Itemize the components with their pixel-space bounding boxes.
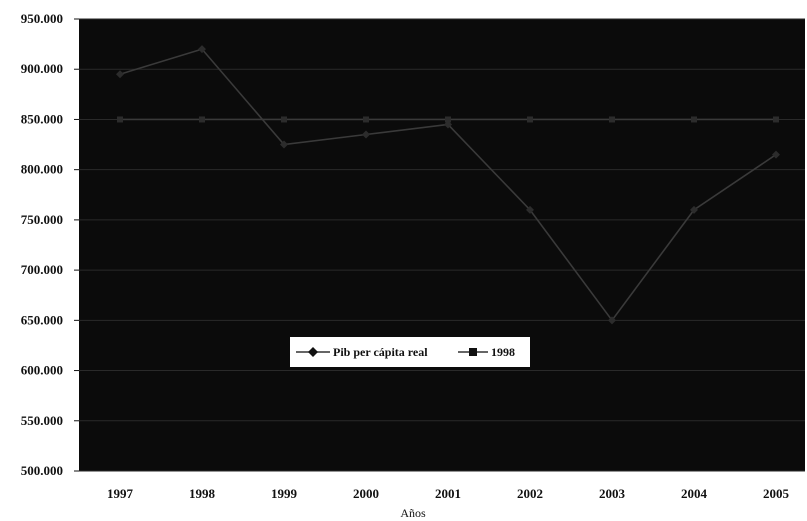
x-axis-title: Años <box>400 506 426 520</box>
data-point-square <box>527 116 533 123</box>
data-point-diamond <box>198 45 206 54</box>
data-point-diamond <box>444 120 452 129</box>
y-tick-label: 900.000 <box>21 61 63 76</box>
y-tick-label: 800.000 <box>21 162 63 177</box>
x-tick-label: 1998 <box>189 486 216 501</box>
y-tick-label: 500.000 <box>21 463 63 478</box>
x-tick-label: 1997 <box>107 486 134 501</box>
data-point-square <box>117 116 123 123</box>
data-point-square <box>199 116 205 123</box>
x-tick-label: 2003 <box>599 486 626 501</box>
y-tick-label: 700.000 <box>21 262 63 277</box>
y-tick-label: 600.000 <box>21 363 63 378</box>
y-tick-label: 950.000 <box>21 11 63 26</box>
y-tick-label: 650.000 <box>21 312 63 327</box>
data-point-square <box>609 116 615 123</box>
plot-area <box>79 19 805 471</box>
x-tick-label: 2004 <box>681 486 708 501</box>
y-tick-label: 850.000 <box>21 111 63 126</box>
y-tick-label: 750.000 <box>21 212 63 227</box>
legend: Pib per cápita real 1998 <box>290 337 530 367</box>
data-point-diamond <box>772 150 780 159</box>
x-tick-label: 2000 <box>353 486 379 501</box>
legend-label-1998: 1998 <box>491 345 515 359</box>
data-point-diamond <box>526 205 534 214</box>
x-axis-ticks: 1997 1998 1999 2000 2001 2002 2003 2004 2005 <box>107 486 790 501</box>
data-point-square <box>445 116 451 123</box>
gridlines <box>79 18 805 472</box>
legend-marker-1998-square <box>469 348 477 356</box>
data-point-square <box>363 116 369 123</box>
data-point-square <box>773 116 779 123</box>
data-point-square <box>281 116 287 123</box>
x-tick-label: 2002 <box>517 486 543 501</box>
x-tick-label: 1999 <box>271 486 298 501</box>
legend-label-pib: Pib per cápita real <box>333 345 428 359</box>
y-tick-label: 550.000 <box>21 413 63 428</box>
data-point-diamond <box>608 316 616 325</box>
y-axis-ticks: 500.000 550.000 600.000 650.000 700.000 750.0… <box>21 11 79 478</box>
data-point-square <box>691 116 697 123</box>
data-point-diamond <box>116 70 124 79</box>
legend-marker-pib-diamond <box>308 347 318 357</box>
data-point-diamond <box>362 130 370 139</box>
x-tick-label: 2005 <box>763 486 790 501</box>
data-point-diamond <box>690 205 698 214</box>
series-layer <box>116 45 780 325</box>
x-tick-label: 2001 <box>435 486 461 501</box>
data-point-diamond <box>280 140 288 149</box>
